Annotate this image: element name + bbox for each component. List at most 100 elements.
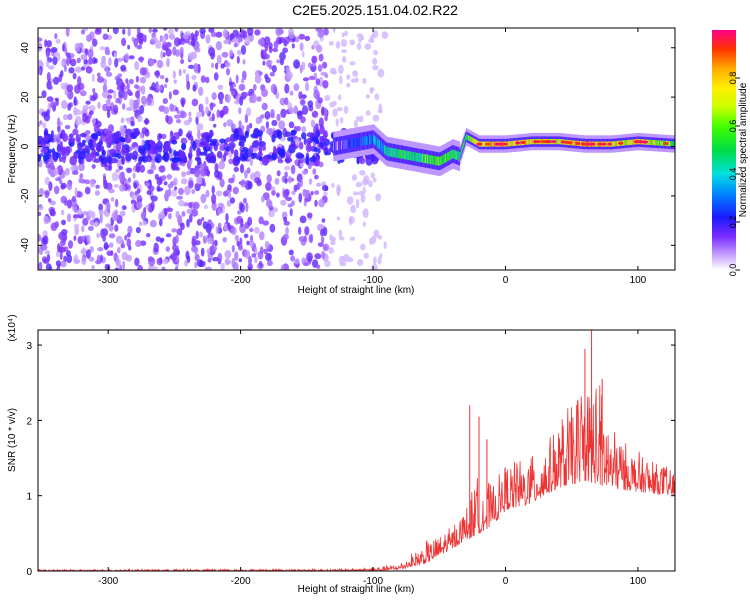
noise-blob <box>210 31 217 38</box>
noise-blob <box>306 252 313 263</box>
ridge-core <box>345 139 347 149</box>
band-blob <box>365 156 373 166</box>
noise-blob <box>78 163 85 172</box>
band-blob <box>189 146 193 155</box>
noise-blob <box>189 213 193 223</box>
ridge-core <box>392 148 394 157</box>
spectrogram-x-label: Height of straight line (km) <box>298 285 415 296</box>
ridge-core <box>421 153 423 163</box>
noise-blob <box>276 59 281 64</box>
ridge-core <box>405 150 407 160</box>
noise-blob <box>372 177 377 183</box>
ridge-core <box>359 137 361 147</box>
noise-blob <box>244 249 251 259</box>
noise-blob <box>103 78 107 85</box>
noise-blob <box>126 167 132 174</box>
ridge-core <box>530 139 532 145</box>
noise-blob <box>172 70 176 79</box>
noise-blob <box>158 165 166 173</box>
band-blob <box>182 158 188 164</box>
noise-blob <box>218 160 225 170</box>
noise-blob <box>38 234 42 242</box>
band-blob <box>313 136 319 144</box>
ridge-peak <box>535 140 541 144</box>
ridge-core <box>454 150 457 160</box>
noise-blob <box>90 95 97 102</box>
noise-blob <box>89 178 96 188</box>
band-blob <box>319 138 326 143</box>
noise-blob <box>91 38 98 47</box>
noise-blob <box>73 223 80 228</box>
noise-blob <box>356 116 359 122</box>
noise-blob <box>196 111 202 119</box>
noise-blob <box>234 251 239 261</box>
ridge-core <box>344 140 346 149</box>
noise-blob <box>72 128 79 136</box>
ridge-peak <box>607 142 613 146</box>
noise-blob <box>54 167 59 176</box>
noise-blob <box>44 39 48 48</box>
noise-blob <box>299 215 307 224</box>
band-blob <box>305 143 312 153</box>
ridge-core <box>628 139 631 145</box>
ridge-core <box>420 153 422 163</box>
noise-blob <box>171 162 179 171</box>
noise-blob <box>74 115 82 126</box>
noise-blob <box>207 237 213 245</box>
ridge-core <box>400 149 403 159</box>
ridge-core <box>461 147 463 153</box>
noise-blob <box>88 256 95 262</box>
noise-blob <box>172 89 179 96</box>
noise-blob <box>152 28 158 33</box>
noise-blob <box>167 183 174 189</box>
noise-blob <box>63 114 68 121</box>
noise-blob <box>174 234 179 244</box>
noise-blob <box>66 56 70 67</box>
noise-blob <box>191 38 196 47</box>
band-blob <box>228 142 236 149</box>
noise-blob <box>53 76 60 85</box>
ridge-core <box>490 141 492 147</box>
noise-blob <box>67 240 74 249</box>
noise-blob <box>369 237 374 245</box>
noise-blob <box>136 195 143 204</box>
ridge-peak <box>546 140 552 144</box>
ridge-core <box>509 141 511 147</box>
x-tick-label: -200 <box>231 576 251 587</box>
noise-blob <box>148 264 155 270</box>
noise-blob <box>188 202 193 209</box>
band-blob <box>290 129 297 136</box>
band-blob <box>284 131 291 138</box>
noise-blob <box>94 28 102 35</box>
x-tick-label: 100 <box>630 576 647 587</box>
ridge-peak <box>575 141 581 145</box>
noise-blob <box>116 247 121 253</box>
noise-blob <box>335 41 341 49</box>
noise-blob <box>211 193 217 204</box>
y-tick-label: 3 <box>26 341 32 352</box>
noise-blob <box>283 216 288 222</box>
noise-blob <box>358 115 364 123</box>
noise-blob <box>358 36 363 43</box>
ridge-core <box>648 139 650 145</box>
ridge-core <box>417 152 419 162</box>
noise-blob <box>211 113 215 122</box>
ridge-core <box>623 140 625 146</box>
spectrogram-noise <box>38 28 389 270</box>
ridge-core <box>466 134 468 140</box>
noise-blob <box>236 240 240 247</box>
band-blob <box>110 157 119 164</box>
ridge-core <box>360 137 362 146</box>
noise-blob <box>205 76 210 84</box>
y-tick-label: 40 <box>20 42 31 54</box>
noise-blob <box>175 210 180 219</box>
noise-blob <box>269 72 275 77</box>
ridge-core <box>513 140 515 146</box>
ridge-core <box>383 144 385 154</box>
ridge-core <box>525 139 527 145</box>
band-blob <box>225 137 232 143</box>
ridge-core <box>350 139 352 148</box>
ridge-core <box>381 142 383 152</box>
noise-blob <box>133 38 138 48</box>
ridge-core <box>358 137 360 147</box>
